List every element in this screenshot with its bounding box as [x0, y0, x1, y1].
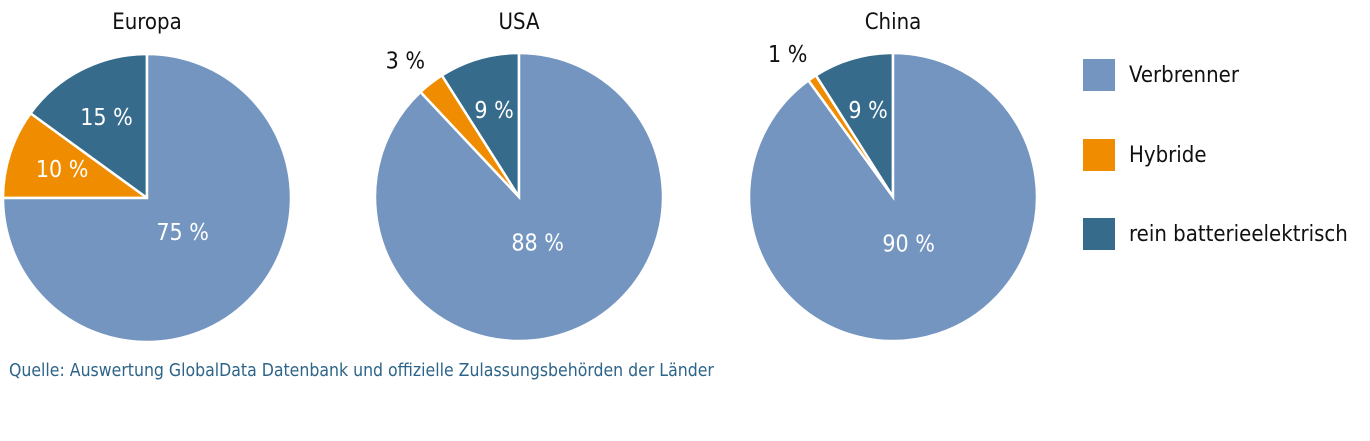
slice-usa-verbrenner [373, 51, 665, 343]
slice-label-usa-rein-batterieelektrisch: 9 % [474, 98, 513, 124]
slice-china-verbrenner [747, 51, 1039, 343]
pie-europa: Europa 15 % 10 % 75 % [1, 10, 293, 344]
slice-label-europa-hybride: 10 % [36, 157, 89, 183]
legend-label-hybride: Hybride [1129, 143, 1207, 168]
pie-china: China 9 % 1 % 90 % [747, 10, 1039, 343]
legend-swatch-rein-batterieelektrisch [1083, 218, 1115, 250]
source-note: Quelle: Auswertung GlobalData Datenbank … [9, 361, 714, 381]
legend-label-rein-batterieelektrisch: rein batterieelektrisch [1129, 222, 1348, 247]
slice-europa-hybride [1, 111, 151, 200]
legend-swatch-hybride [1083, 139, 1115, 171]
legend-item-hybride: Hybride [1083, 139, 1207, 171]
slice-label-europa-rein-batterieelektrisch: 15 % [80, 105, 133, 131]
slice-europa-verbrenner [1, 52, 293, 344]
legend-item-rein-batterieelektrisch: rein batterieelektrisch [1083, 218, 1348, 250]
legend: Verbrenner Hybride rein batterieelektrisch [1083, 59, 1348, 250]
slice-china-rein-batterieelektrisch [814, 51, 895, 202]
slice-label-europa-verbrenner: 75 % [156, 220, 209, 246]
legend-swatch-verbrenner [1083, 59, 1115, 91]
legend-item-verbrenner: Verbrenner [1083, 59, 1240, 91]
chart-title-china: China [865, 10, 922, 35]
slice-europa-rein-batterieelektrisch [28, 52, 149, 201]
slice-label-china-verbrenner: 90 % [882, 231, 935, 257]
chart-title-usa: USA [498, 10, 539, 35]
slice-usa-rein-batterieelektrisch [440, 51, 521, 202]
slice-label-china-rein-batterieelektrisch: 9 % [848, 98, 887, 124]
chart-title-europa: Europa [112, 10, 182, 35]
pie-usa: USA 9 % 3 % 88 % [373, 10, 665, 343]
legend-label-verbrenner: Verbrenner [1129, 63, 1240, 88]
slice-label-usa-hybride: 3 % [386, 48, 425, 74]
slice-label-usa-verbrenner: 88 % [511, 230, 564, 256]
slice-label-china-hybride: 1 % [768, 42, 807, 68]
